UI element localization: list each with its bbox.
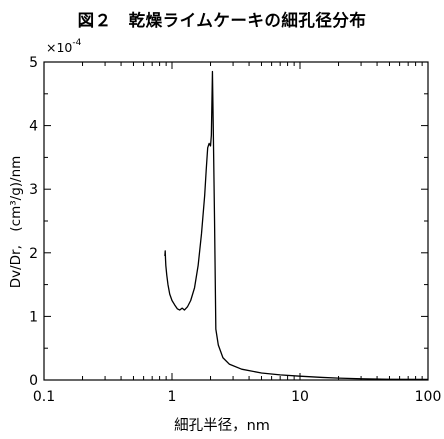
- y-tick-label: 5: [29, 55, 38, 71]
- x-tick-label: 0.1: [33, 389, 55, 405]
- x-axis-label: 細孔半径，nm: [174, 418, 270, 434]
- tick-labels: 0.1 1 10 100 0 1 2 3 4 5: [29, 55, 441, 405]
- axis-ticks: [43, 61, 429, 381]
- y-tick-label: 2: [29, 246, 38, 262]
- y-axis-multiplier: ×10-4: [46, 38, 82, 56]
- x-tick-label: 1: [168, 389, 177, 405]
- y-multiplier-exponent: -4: [72, 38, 82, 48]
- y-tick-label: 0: [29, 373, 38, 389]
- x-tick-label: 10: [291, 389, 309, 405]
- x-tick-label: 100: [415, 389, 442, 405]
- series-line: [164, 70, 429, 381]
- chart-title: 図２ 乾燥ライムケーキの細孔径分布: [77, 11, 367, 30]
- y-tick-label: 4: [29, 119, 38, 135]
- y-multiplier-base: ×10: [46, 40, 73, 56]
- y-tick-label: 1: [29, 309, 38, 325]
- y-tick-label: 3: [29, 182, 38, 198]
- plot-frame: [43, 61, 429, 381]
